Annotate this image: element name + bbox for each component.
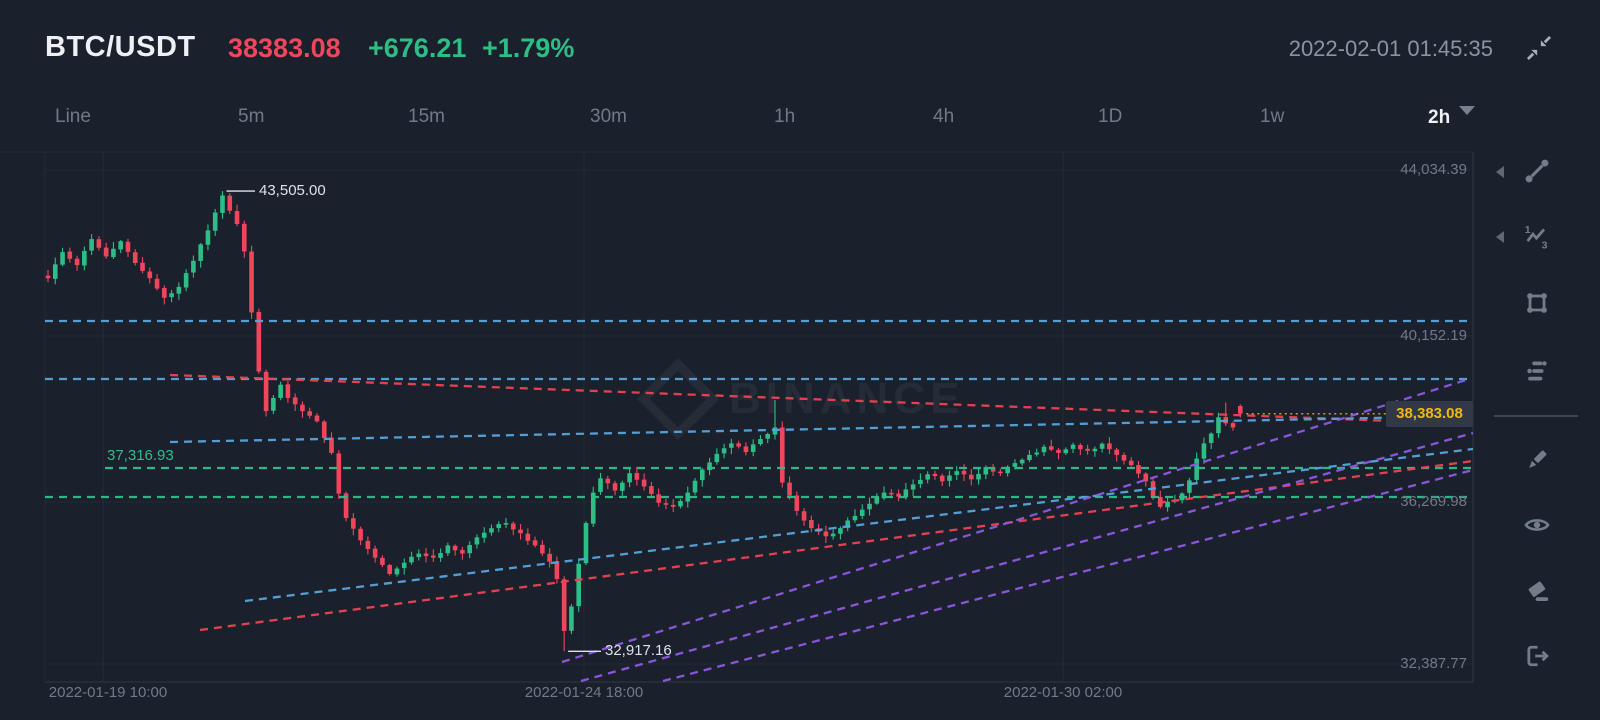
chevron-down-icon: [1459, 106, 1476, 115]
collapse-chart-button[interactable]: [1524, 33, 1554, 63]
price-change: +676.21: [368, 33, 467, 63]
timeframe-1w[interactable]: 1w: [1260, 106, 1285, 127]
eraser-icon: [1528, 581, 1549, 601]
eraser-tool-button[interactable]: [1523, 576, 1551, 604]
chart-datetime: 2022-02-01 01:45:35: [1288, 36, 1493, 61]
svg-text:1: 1: [1525, 224, 1531, 236]
drawing-lines[interactable]: [45, 319, 1474, 683]
brush-icon: [1529, 450, 1547, 468]
symbol-title: BTC/USDT: [45, 31, 196, 63]
brush-tool-button[interactable]: [1523, 446, 1551, 474]
shape-rectangle-icon: [1527, 293, 1547, 313]
shape-tool-button[interactable]: [1523, 289, 1551, 317]
price-change-percent: +1.79%: [482, 33, 575, 63]
timeframe-line[interactable]: Line: [55, 106, 91, 127]
tool-expand-arrow[interactable]: [1496, 166, 1504, 178]
toolbar-divider: [1494, 415, 1578, 417]
visibility-tool-button[interactable]: [1523, 511, 1551, 539]
timeframe-15m[interactable]: 15m: [408, 106, 445, 127]
elliott-wave-tool-button[interactable]: 1 3: [1523, 223, 1551, 251]
trend-line-icon: [1525, 159, 1549, 183]
timeframe-30m[interactable]: 30m: [590, 106, 627, 127]
collapse-icon: [1526, 35, 1552, 61]
timeframe-1d[interactable]: 1D: [1098, 106, 1123, 127]
elliott-wave-icon: 1 3: [1525, 224, 1548, 251]
timeframe-2h[interactable]: 2h: [1428, 106, 1476, 129]
timeframe-5m[interactable]: 5m: [238, 106, 265, 127]
timeframe-1h[interactable]: 1h: [774, 106, 796, 127]
export-icon: [1527, 645, 1549, 667]
trend-line-tool-button[interactable]: [1523, 157, 1551, 185]
pattern-lines-icon: [1527, 361, 1547, 381]
tool-expand-arrow[interactable]: [1496, 231, 1504, 243]
export-tool-button[interactable]: [1523, 642, 1551, 670]
pattern-tool-button[interactable]: [1523, 357, 1551, 385]
grid-lines: [0, 151, 1474, 683]
last-price: 38383.08: [228, 33, 341, 63]
eye-icon: [1524, 519, 1550, 531]
timeframe-4h[interactable]: 4h: [933, 106, 955, 127]
svg-text:3: 3: [1542, 240, 1548, 251]
candles-layer: [45, 191, 1243, 652]
